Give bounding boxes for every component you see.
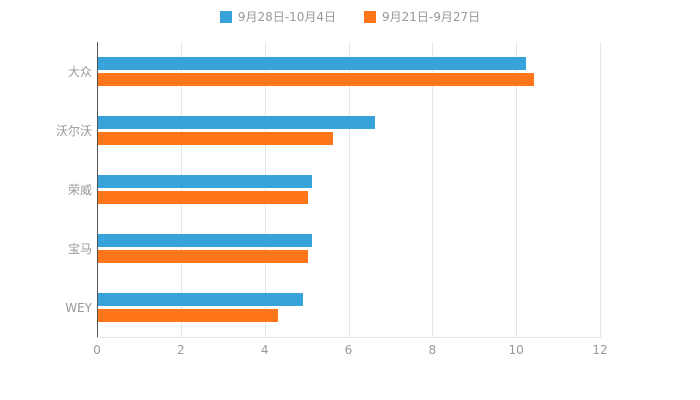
gridline [264, 42, 266, 337]
legend-item-series2[interactable]: 9月21日-9月27日 [364, 8, 480, 25]
bar-series1-荣威[interactable] [98, 175, 312, 188]
category-label-沃尔沃: 沃尔沃 [55, 123, 92, 138]
bar-series2-沃尔沃[interactable] [98, 132, 333, 145]
x-tick-label-6: 6 [344, 343, 353, 357]
bar-series2-荣威[interactable] [98, 191, 308, 204]
x-axis-line [97, 337, 601, 338]
series1-swatch-icon [219, 10, 232, 23]
category-label-宝马: 宝马 [67, 241, 92, 256]
y-axis-line [97, 42, 98, 337]
category-label-荣威: 荣威 [67, 182, 92, 197]
x-tick-label-8: 8 [428, 343, 437, 357]
bar-series2-WEY[interactable] [98, 309, 279, 322]
gridline [432, 42, 434, 337]
gridline [516, 42, 518, 337]
gridline [600, 42, 601, 337]
series2-swatch-icon [364, 10, 376, 23]
x-tick-label-4: 4 [260, 343, 269, 357]
gridline [348, 42, 350, 337]
legend-series2-label: 9月21日-9月27日 [382, 10, 481, 24]
legend-item-series1[interactable]: 9月28日-10月4日 [219, 8, 336, 25]
chart-legend: 9月28日-10月4日 9月21日-9月27日 [0, 8, 700, 25]
bar-series1-大众[interactable] [98, 57, 526, 70]
bar-series2-宝马[interactable] [98, 250, 308, 263]
x-tick-label-0: 0 [93, 343, 101, 357]
x-tick-label-10: 10 [508, 343, 524, 357]
bar-series2-大众[interactable] [98, 73, 534, 86]
bar-series1-宝马[interactable] [98, 234, 312, 247]
bar-series1-沃尔沃[interactable] [98, 116, 375, 129]
category-label-大众: 大众 [67, 64, 92, 79]
gridline [180, 42, 182, 337]
x-tick-label-2: 2 [177, 343, 185, 357]
legend-series1-label: 9月28日-10月4日 [237, 10, 336, 24]
x-tick-label-12: 12 [592, 343, 608, 357]
bar-series1-WEY[interactable] [98, 293, 304, 306]
plot-area [97, 42, 601, 337]
category-label-WEY: WEY [65, 300, 92, 315]
